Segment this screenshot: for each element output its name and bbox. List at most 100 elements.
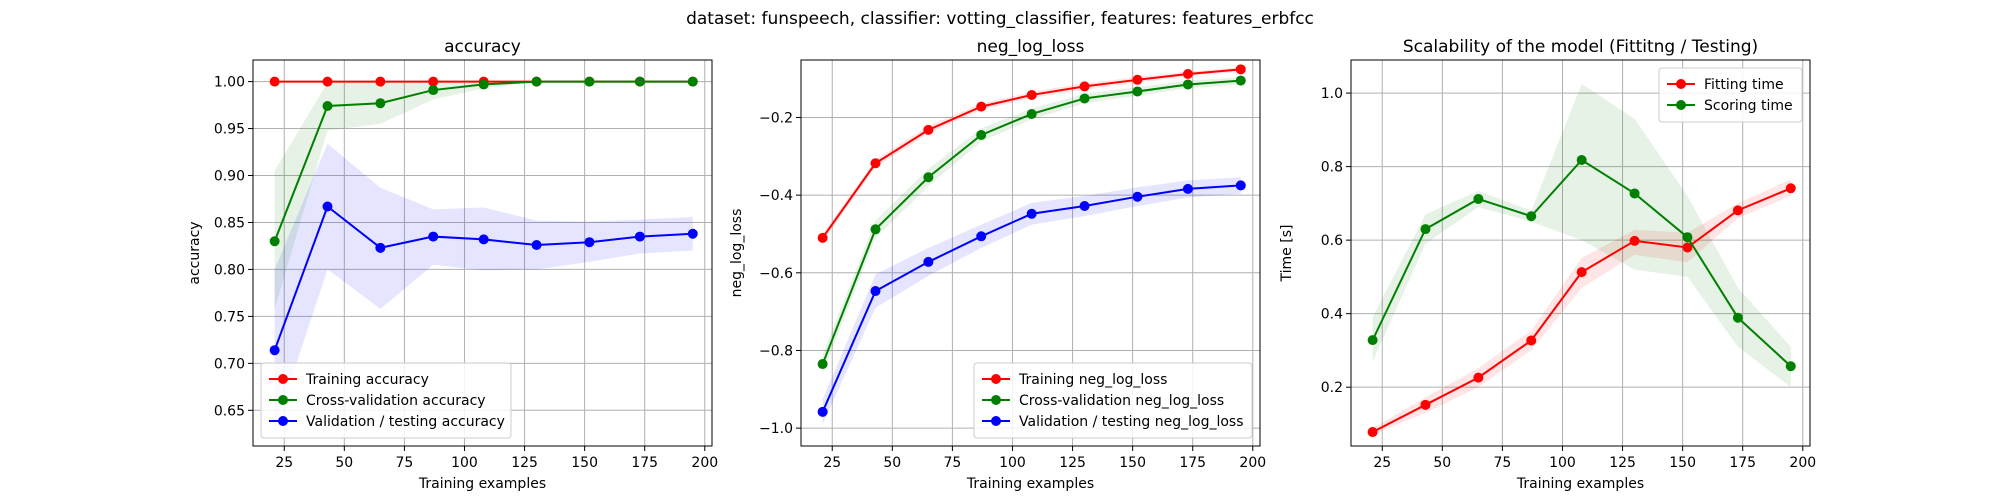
data-point xyxy=(1079,93,1090,104)
subplot-1: 25 50 75 100 125 150 175 200 0.65 0.70 0.75 0.80 0.8… xyxy=(187,37,718,492)
data-point xyxy=(1473,193,1484,204)
data-point xyxy=(1132,74,1143,85)
x-tick-label: 75 xyxy=(943,455,961,471)
x-tick-label: 150 xyxy=(1669,455,1696,471)
data-point xyxy=(687,76,698,87)
data-point xyxy=(1420,399,1431,410)
legend-marker xyxy=(991,416,1001,426)
data-point xyxy=(1576,267,1587,278)
y-axis-label: accuracy xyxy=(187,221,203,284)
y-tick-label: 0.80 xyxy=(214,262,245,278)
subplot-title: Scalability of the model (Fittitng / Tes… xyxy=(1403,37,1758,57)
y-tick-label: 0.4 xyxy=(1321,307,1343,323)
data-point xyxy=(531,76,542,87)
x-tick-label: 125 xyxy=(1609,455,1636,471)
x-tick-label: 25 xyxy=(823,455,841,471)
data-point xyxy=(1026,208,1037,219)
x-tick-label: 200 xyxy=(1789,455,1816,471)
y-tick-label: −1.0 xyxy=(759,421,793,437)
legend-box xyxy=(1658,67,1803,123)
y-tick-label: 0.65 xyxy=(214,403,245,419)
y-tick-label: −0.4 xyxy=(759,188,793,204)
data-point xyxy=(870,158,881,169)
x-axis-label: Training examples xyxy=(1516,476,1644,492)
legend-label: Validation / testing accuracy xyxy=(306,414,505,430)
data-point xyxy=(870,286,881,297)
x-tick-label: 150 xyxy=(1119,455,1146,471)
legend-label: Cross-validation neg_log_loss xyxy=(1019,393,1224,409)
grid xyxy=(253,60,712,446)
x-tick-label: 150 xyxy=(571,455,598,471)
data-point xyxy=(1367,335,1378,346)
data-point xyxy=(1785,361,1796,372)
axes-frame xyxy=(800,59,1261,447)
data-point xyxy=(1182,183,1193,194)
legend-label: Fitting time xyxy=(1704,77,1784,93)
data-point xyxy=(817,232,828,243)
x-tick-label: 50 xyxy=(883,455,901,471)
data-point xyxy=(1026,89,1037,100)
data-point xyxy=(269,345,280,356)
y-tick-label: 0.90 xyxy=(214,169,245,185)
y-tick-label: 1.00 xyxy=(214,75,245,91)
data-point xyxy=(870,224,881,235)
legend-marker xyxy=(278,374,288,384)
data-point xyxy=(1420,224,1431,235)
data-point xyxy=(1629,188,1640,199)
axes-frame xyxy=(252,59,713,447)
data-point xyxy=(269,236,280,247)
data-point xyxy=(584,237,595,248)
subplots: 25 50 75 100 125 150 175 200 0.65 0.70 0.75 0.80 0.8… xyxy=(187,37,1816,492)
legend-marker xyxy=(991,374,1001,384)
confidence-band xyxy=(1372,83,1791,388)
data-point xyxy=(322,76,333,87)
data-point xyxy=(375,76,386,87)
data-point xyxy=(531,240,542,251)
confidence-band xyxy=(274,81,693,309)
y-tick-label: 1.0 xyxy=(1321,86,1343,102)
legend-marker xyxy=(278,416,288,426)
data-point xyxy=(923,172,934,183)
plot-area xyxy=(817,64,1246,425)
data-point xyxy=(478,234,489,245)
y-tick-label: 0.2 xyxy=(1321,380,1343,396)
legend-label: Scoring time xyxy=(1704,98,1793,114)
data-point xyxy=(1526,211,1537,222)
x-axis-label: Training examples xyxy=(418,476,546,492)
y-tick-label: 0.70 xyxy=(214,356,245,372)
data-point xyxy=(1182,79,1193,90)
legend-marker xyxy=(1676,79,1686,89)
data-point xyxy=(1026,108,1037,119)
y-tick-label: −0.8 xyxy=(759,343,793,359)
legend-box xyxy=(973,362,1253,439)
subplot-title: neg_log_loss xyxy=(977,37,1085,57)
data-point xyxy=(1132,86,1143,97)
data-point xyxy=(375,98,386,109)
x-tick-label: 25 xyxy=(1373,455,1391,471)
data-point xyxy=(1526,335,1537,346)
legend-marker xyxy=(1676,100,1686,110)
data-point xyxy=(1732,312,1743,323)
data-point xyxy=(584,76,595,87)
x-tick-label: 100 xyxy=(451,455,478,471)
data-point xyxy=(1682,232,1693,243)
data-point xyxy=(976,129,987,140)
y-tick-label: 0.95 xyxy=(214,122,245,138)
data-point xyxy=(923,256,934,267)
legend: Training accuracy Cross-validation accura… xyxy=(260,362,512,439)
data-point xyxy=(976,231,987,242)
data-point xyxy=(1473,372,1484,383)
x-tick-label: 25 xyxy=(275,455,293,471)
legend-label: Validation / testing neg_log_loss xyxy=(1019,414,1244,430)
x-tick-label: 100 xyxy=(999,455,1026,471)
x-axis-label: Training examples xyxy=(966,476,1094,492)
data-point xyxy=(1682,242,1693,253)
y-axis-label: Time [s] xyxy=(1279,225,1295,283)
x-tick-label: 100 xyxy=(1549,455,1576,471)
data-point xyxy=(428,231,439,242)
legend-label: Cross-validation accuracy xyxy=(306,393,486,409)
x-tick-label: 175 xyxy=(631,455,658,471)
data-point xyxy=(1132,191,1143,202)
y-tick-label: 0.6 xyxy=(1321,233,1343,249)
x-tick-label: 50 xyxy=(335,455,353,471)
